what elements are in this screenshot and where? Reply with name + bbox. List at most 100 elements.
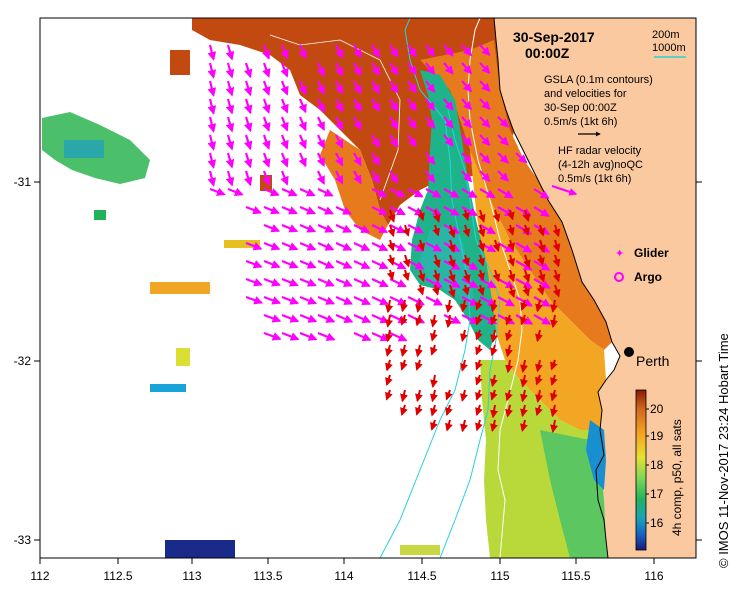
hf-arrow [243,98,253,115]
velocity-arrow [550,404,558,418]
hf-arrow [353,152,362,167]
hf-arrow [243,116,253,133]
hf-arrow [461,62,473,75]
velocity-arrow [445,404,453,416]
hf-arrow [371,152,381,167]
hf-arrow [353,62,362,77]
hf-arrow [299,223,317,233]
velocity-arrow [400,359,408,371]
x-tick-label: 114.5 [407,569,436,583]
hf-arrow [371,242,389,252]
hf-arrow [353,295,372,306]
velocity-arrow [475,374,483,386]
x-tick-label: 112.5 [103,569,132,583]
hf-arrow [280,44,289,60]
hf-arrow [389,188,406,198]
hf-arrow [245,205,262,215]
hf-arrow [353,224,371,233]
velocity-arrow [552,239,561,253]
hf-arrow [281,241,299,251]
velocity-arrow [507,269,516,283]
hf-arrow [425,296,443,306]
hf-arrow [371,188,388,198]
velocity-arrow [537,224,545,237]
x-axis [39,558,655,564]
velocity-arrow [430,329,438,342]
velocity-arrow [430,389,438,403]
velocity-arrow [415,359,423,371]
hf-arrow [353,242,371,251]
colorbar-tick: 17 [650,487,664,501]
velocity-arrow [475,344,483,356]
velocity-arrow [535,404,543,417]
hf-arrow [407,116,417,130]
hf-arrow [281,331,300,341]
velocity-arrow [432,209,441,223]
hf-arrow [425,206,442,216]
velocity-arrow [492,269,501,283]
hf-arrow [317,241,335,251]
coastline [493,17,621,559]
hf-arrow [245,241,263,251]
velocity-arrow [522,284,531,297]
hf-arrow [207,62,217,79]
hf-arrow [443,44,454,57]
velocity-arrow [537,269,546,283]
velocity-arrow [522,209,531,223]
velocity-arrow [415,299,423,313]
hf-arrow [317,295,336,305]
velocity-arrow [417,269,426,283]
hf-arrow [262,80,271,96]
velocity-arrow [520,404,528,418]
velocity-arrow [505,314,513,326]
hf-arrow [243,80,253,97]
hf-arrow [299,187,316,197]
hf-arrow [497,170,509,182]
velocity-arrow [535,389,543,403]
gsla-note-line: 0.5m/s (1kt 6h) [544,116,617,128]
hf-arrow [299,205,316,215]
hf-arrow [425,44,436,58]
hf-arrow [317,313,336,323]
argo-marker-icon [614,272,624,282]
hf-arrow [207,80,217,97]
hf-arrow [299,241,317,251]
date-label: 30-Sep-2017 [513,29,595,45]
sst-patch-h [400,545,440,555]
velocity-arrow [523,254,531,269]
velocity-arrow [550,359,558,371]
velocity-arrow [520,419,528,432]
velocity-arrow [550,299,558,313]
hf-arrow [316,134,325,149]
hf-arrow [262,152,271,168]
velocity-arrow [505,344,513,358]
velocity-arrow [461,284,470,296]
hf-arrow [533,314,552,325]
x-tick-label: 114 [334,569,353,583]
hf-arrow [298,116,307,132]
velocity-arrow [460,299,468,313]
hf-arrow [335,295,354,305]
hf-arrow [389,80,399,94]
velocity-arrow [490,389,498,401]
velocity-arrow [550,389,558,402]
velocity-arrow [448,239,456,254]
colorbar [635,389,647,551]
hf-arrow [335,277,353,287]
velocity-arrow [447,284,456,298]
hf-arrow [263,313,282,323]
sst-patch-i [170,50,190,75]
hf-note-line: HF radar velocity [558,145,642,157]
hf-arrow [371,80,381,95]
hf-arrow [407,98,417,112]
velocity-arrow [415,314,423,327]
hf-arrow [461,206,478,217]
hf-arrow [280,134,289,150]
hf-arrow [335,313,354,323]
hf-arrow [263,259,281,269]
velocity-arrow [522,269,531,283]
hf-arrow [443,206,460,216]
velocity-arrow [385,344,393,357]
hf-arrow [497,116,509,128]
velocity-arrow [385,314,393,328]
